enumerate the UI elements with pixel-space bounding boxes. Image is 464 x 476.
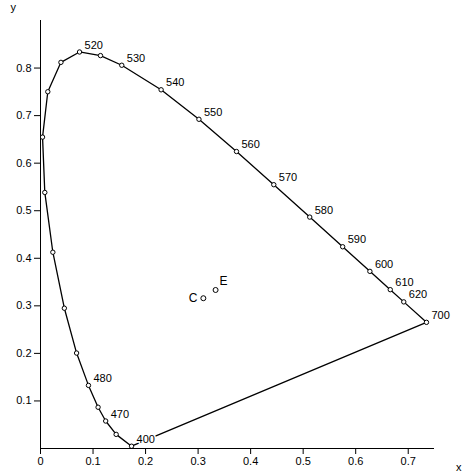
svg-text:0.5: 0.5: [296, 455, 311, 467]
svg-text:580: 580: [315, 204, 333, 216]
svg-text:0.4: 0.4: [16, 252, 31, 264]
svg-text:610: 610: [395, 276, 413, 288]
svg-text:0.2: 0.2: [16, 347, 31, 359]
svg-text:0.3: 0.3: [16, 299, 31, 311]
svg-text:560: 560: [242, 138, 260, 150]
svg-text:480: 480: [93, 372, 111, 384]
svg-text:550: 550: [204, 106, 222, 118]
svg-text:0.6: 0.6: [348, 455, 363, 467]
svg-text:y: y: [11, 1, 17, 13]
svg-text:540: 540: [166, 76, 184, 88]
svg-text:0.3: 0.3: [190, 455, 205, 467]
svg-text:700: 700: [431, 309, 449, 321]
svg-text:570: 570: [279, 171, 297, 183]
svg-text:x: x: [456, 461, 462, 473]
svg-text:0.4: 0.4: [243, 455, 258, 467]
svg-text:0.2: 0.2: [138, 455, 153, 467]
svg-text:C: C: [189, 291, 198, 305]
svg-text:0.1: 0.1: [16, 394, 31, 406]
svg-text:470: 470: [111, 408, 129, 420]
svg-text:620: 620: [409, 288, 427, 300]
svg-text:530: 530: [127, 52, 145, 64]
svg-text:0.7: 0.7: [401, 455, 416, 467]
svg-text:0.8: 0.8: [16, 62, 31, 74]
svg-text:400: 400: [137, 433, 155, 445]
svg-text:590: 590: [348, 233, 366, 245]
svg-text:0: 0: [37, 455, 43, 467]
svg-text:0.5: 0.5: [16, 204, 31, 216]
svg-text:520: 520: [85, 39, 103, 51]
svg-text:600: 600: [375, 258, 393, 270]
svg-text:0.7: 0.7: [16, 109, 31, 121]
svg-text:0.6: 0.6: [16, 157, 31, 169]
svg-text:0.1: 0.1: [85, 455, 100, 467]
svg-text:E: E: [220, 274, 228, 288]
